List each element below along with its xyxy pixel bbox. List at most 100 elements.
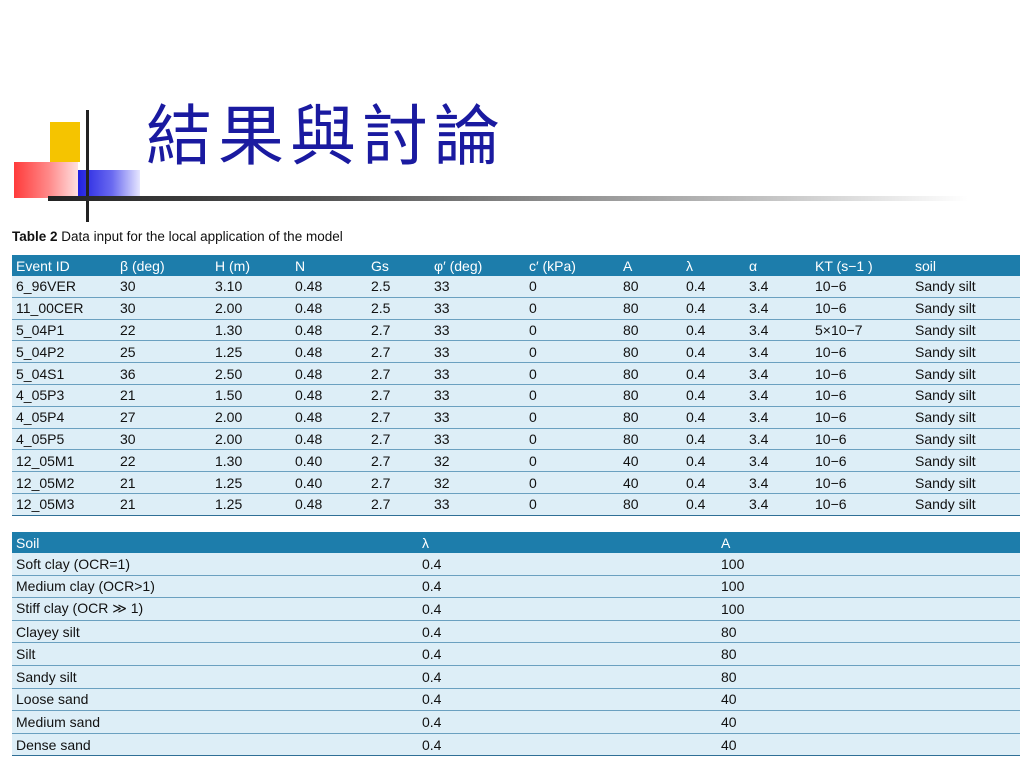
table-cell: 5_04P1 [12,319,116,342]
table-cell: 3.4 [745,471,811,494]
table-cell: 0.48 [291,406,367,429]
table-cell: 30 [116,297,211,320]
table-cell: Sandy silt [911,428,1020,451]
table-cell: Soft clay (OCR=1) [12,553,418,576]
table-cell: Sandy silt [911,449,1020,473]
table-row: Medium sand 0.4 40 [12,710,1020,734]
table-row: Silt 0.4 80 [12,642,1020,666]
table-cell: 3.4 [745,406,811,429]
table-cell: 0.40 [291,471,367,494]
table-cell: 2.7 [367,493,430,516]
table-cell: 1.50 [211,384,291,407]
table-cell: 5_04S1 [12,362,116,385]
table-cell: 0.48 [291,384,367,407]
table-cell: 2.7 [367,428,430,451]
table-cell: 40 [717,688,1020,712]
table-cell: 32 [430,449,525,473]
table-cell: 2.00 [211,406,291,429]
table-cell: 80 [619,340,682,364]
table-cell: 0 [525,406,619,429]
table-cell: 3.10 [211,276,291,298]
table-cell: 30 [116,276,211,298]
table-cell: 3.4 [745,340,811,364]
table-cell: 25 [116,340,211,364]
table-row: 11_00CER 30 2.00 0.48 2.5 33 0 80 0.4 3.4 10−6 Sand… [12,297,1020,320]
table-cell: 10−6 [811,384,911,407]
table-caption: Table 2 Data input for the local applica… [12,229,343,244]
table-cell: 12_05M2 [12,471,116,494]
table-cell: 27 [116,406,211,429]
table-row: 12_05M1 22 1.30 0.40 2.7 32 0 40 0.4 3.4 10−6 Sandy… [12,449,1020,473]
table-cell: 2.7 [367,362,430,385]
table-row: 4_05P3 21 1.50 0.48 2.7 33 0 80 0.4 3.4 10−6 Sandy … [12,384,1020,407]
table-cell: 0.4 [682,493,745,516]
table-row: 6_96VER 30 3.10 0.48 2.5 33 0 80 0.4 3.4 10−6 Sandy… [12,276,1020,298]
table-cell: 100 [717,597,1020,621]
table-caption-text: Data input for the local application of … [61,229,343,244]
table-cell: 2.7 [367,449,430,473]
decor-vertical-line [86,110,89,222]
table-cell: 80 [717,665,1020,689]
table-cell: 2.7 [367,340,430,364]
table-row: 12_05M3 21 1.25 0.48 2.7 33 0 80 0.4 3.4 10−6 Sandy… [12,493,1020,516]
table-row: Soft clay (OCR=1) 0.4 100 [12,553,1020,576]
table-cell: 1.30 [211,449,291,473]
column-header: α [745,255,811,276]
slide-title: 結果與討論 [146,98,506,175]
table-cell: 10−6 [811,297,911,320]
table-cell: 80 [619,362,682,385]
table-cell: 0 [525,384,619,407]
table-cell: 0.48 [291,428,367,451]
table-cell: 21 [116,493,211,516]
table-cell: 12_05M3 [12,493,116,516]
table-cell: 0.48 [291,319,367,342]
table-cell: 10−6 [811,449,911,473]
table-row: 4_05P5 30 2.00 0.48 2.7 33 0 80 0.4 3.4 10−6 Sandy … [12,428,1020,451]
table-cell: 0.4 [682,340,745,364]
table-cell: 0.4 [418,710,717,734]
table-cell: 1.25 [211,471,291,494]
table-cell: 0.4 [682,449,745,473]
table-cell: 0.40 [291,449,367,473]
table-cell: 33 [430,384,525,407]
table-cell: 3.4 [745,297,811,320]
table-cell: 40 [619,449,682,473]
table-cell: Sandy silt [911,297,1020,320]
column-header: A [717,532,1020,553]
table-header-row: Soil λ A [12,532,1020,553]
table-cell: 1.30 [211,319,291,342]
table-cell: Clayey silt [12,620,418,644]
table-cell: 0 [525,362,619,385]
table-cell: 5_04P2 [12,340,116,364]
table-cell: 0 [525,449,619,473]
table-cell: 0.4 [682,471,745,494]
table-cell: 5×10−7 [811,319,911,342]
table-cell: 10−6 [811,406,911,429]
column-header: λ [682,255,745,276]
table-cell: Sandy silt [911,340,1020,364]
table-cell: 3.4 [745,362,811,385]
table-cell: 0.4 [682,276,745,298]
table-cell: 0 [525,471,619,494]
title-underline [48,196,968,201]
data-input-table: Event ID β (deg) H (m) N Gs φ′ (deg) c′ (kPa) A… [12,255,1020,516]
column-header: H (m) [211,255,291,276]
table-cell: 0.4 [418,553,717,576]
column-header: λ [418,532,717,553]
table-cell: 6_96VER [12,276,116,298]
column-header: φ′ (deg) [430,255,525,276]
soil-parameter-table: Soil λ A Soft clay (OCR=1) 0.4 100 Medium cla… [12,532,1020,757]
table-cell: 4_05P5 [12,428,116,451]
table-cell: 3.4 [745,428,811,451]
table-cell: 0.4 [418,575,717,599]
table-cell: 40 [717,710,1020,734]
table-cell: 0.4 [418,688,717,712]
table-cell: 0.4 [682,362,745,385]
table-row: 5_04P1 22 1.30 0.48 2.7 33 0 80 0.4 3.4 5×10−7 Sand… [12,319,1020,342]
table-cell: 33 [430,493,525,516]
table-cell: 0 [525,428,619,451]
table-cell: 0.4 [682,319,745,342]
table-cell: 1.25 [211,340,291,364]
table-cell: 33 [430,297,525,320]
column-header: β (deg) [116,255,211,276]
